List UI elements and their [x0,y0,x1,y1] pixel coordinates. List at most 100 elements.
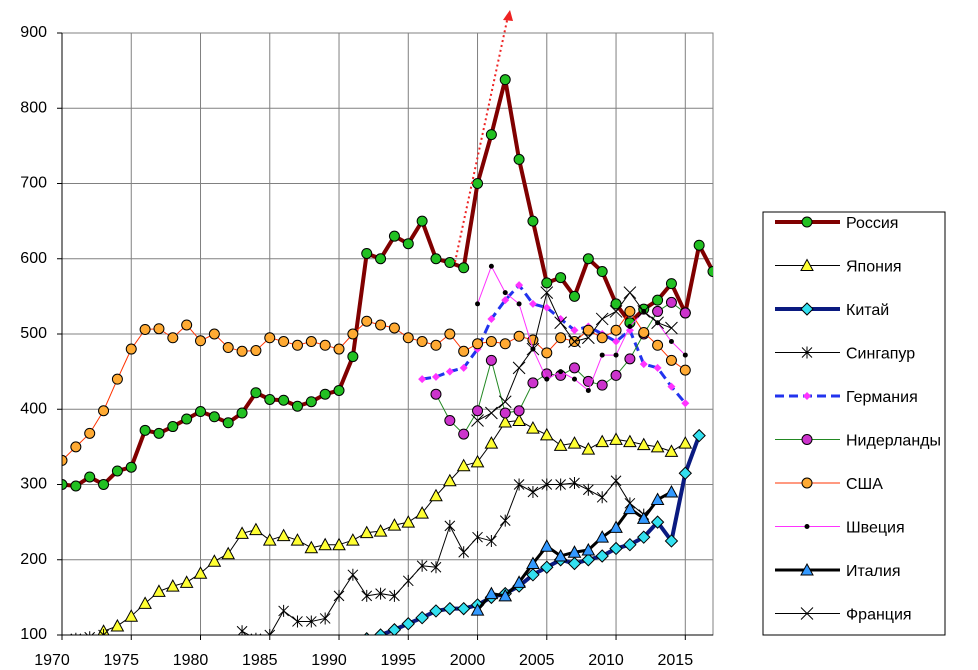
legend-label: США [846,476,883,493]
marker [554,316,567,330]
legend-label: Россия [846,215,898,232]
marker [570,326,579,335]
marker [472,178,484,189]
marker [235,526,249,539]
marker [332,537,346,551]
marker [609,541,623,556]
marker [567,556,582,571]
annotation-arrow [454,15,509,263]
marker [485,406,498,420]
marker [444,519,456,532]
marker [181,413,193,425]
marker [623,286,637,299]
marker [512,413,526,427]
marker [291,400,303,412]
legend-label: Сингапур [846,346,915,363]
marker [637,305,651,318]
marker [487,314,496,323]
marker [581,331,595,345]
marker [444,328,456,340]
series [430,296,691,440]
marker [512,575,526,588]
marker [361,315,373,327]
marker [387,623,402,635]
marker [458,262,470,274]
marker [249,522,263,536]
marker [542,303,551,312]
marker [431,372,440,381]
marker [373,524,388,537]
marker [692,428,706,443]
marker [707,266,713,278]
marker [568,335,581,348]
marker [623,501,637,515]
x-tick-label: 2005 [519,652,555,669]
legend-label: Япония [846,259,902,276]
marker [250,345,262,357]
marker [318,537,333,551]
marker [458,345,470,357]
series-lines [62,74,713,635]
marker [430,253,442,265]
x-tick-label: 2015 [658,652,694,669]
legend-label: Швеция [846,520,905,537]
x-tick-label: 1970 [34,652,70,669]
marker [693,239,705,251]
marker [84,427,96,439]
marker [375,253,387,265]
marker [612,337,621,346]
marker [498,588,513,602]
marker [650,515,665,529]
marker [167,421,179,433]
marker [250,387,262,399]
marker [290,533,305,546]
marker [373,628,388,635]
marker [402,574,414,587]
legend-label: Италия [846,563,900,580]
marker [678,436,693,449]
y-tick-label: 700 [20,175,47,192]
marker [512,361,526,375]
marker [610,324,622,336]
marker [98,629,109,635]
marker [416,559,428,572]
marker [416,336,428,348]
marker [801,434,813,445]
marker [305,336,317,348]
marker [627,323,633,329]
marker [264,629,276,635]
marker [804,524,810,529]
legend-label: Нидерланды [846,433,941,450]
marker [610,369,622,381]
marker [333,343,345,355]
marker [664,534,679,548]
marker [485,129,497,141]
marker [333,384,345,396]
marker [442,473,457,487]
axes: 100 200 300 400 500 600 700 800 900 1970 1975 1980 1… [20,24,713,669]
marker [526,568,540,582]
marker [486,534,497,547]
marker [70,441,82,453]
marker [429,604,443,618]
marker [62,479,68,490]
marker [527,215,539,227]
marker [430,388,442,400]
y-tick-label: 200 [20,551,47,568]
marker [513,330,525,342]
marker [513,153,525,165]
marker [582,483,594,496]
marker [653,363,662,372]
marker [541,347,553,359]
x-tick-label: 1985 [242,652,278,669]
y-tick-label: 300 [20,476,47,493]
marker [84,471,96,483]
marker [553,548,568,562]
marker [470,454,485,468]
marker [623,434,637,448]
marker [292,615,303,628]
marker [625,326,634,335]
marker [444,415,456,427]
marker [558,369,564,375]
marker [375,587,386,600]
